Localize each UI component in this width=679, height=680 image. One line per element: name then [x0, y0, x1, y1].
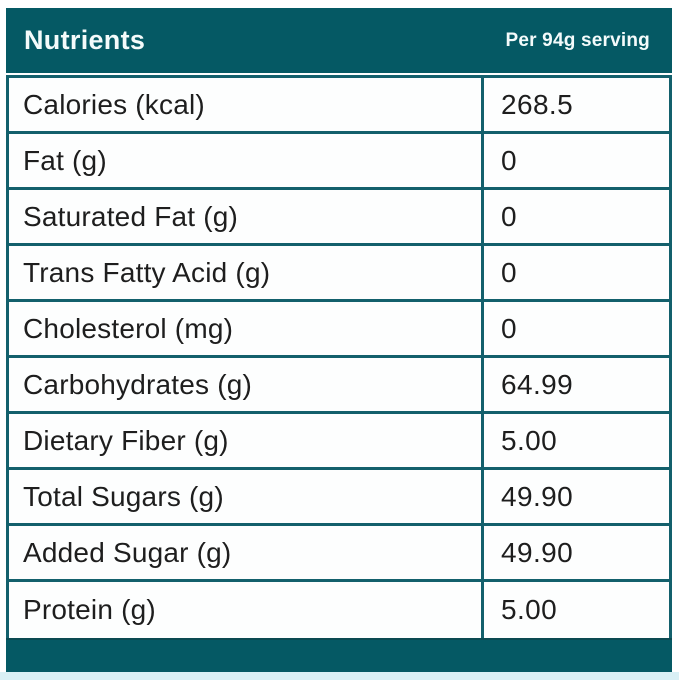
table-row: Carbohydrates (g) 64.99 [9, 358, 669, 414]
nutrient-value-cell: 0 [481, 190, 669, 243]
footer-bar [6, 638, 672, 673]
nutrition-header: Nutrients Per 94g serving [6, 8, 672, 73]
nutrient-value-cell: 5.00 [481, 414, 669, 467]
nutrient-value-cell: 0 [481, 134, 669, 187]
nutrients-table: Calories (kcal) 268.5 Fat (g) 0 Saturate… [6, 75, 672, 638]
nutrient-value-cell: 64.99 [481, 358, 669, 411]
nutrient-value-cell: 49.90 [481, 470, 669, 523]
nutrient-name-cell: Carbohydrates (g) [23, 368, 253, 400]
table-row: Protein (g) 5.00 [9, 582, 669, 638]
nutrition-label: Nutrients Per 94g serving Calories (kcal… [6, 8, 672, 673]
nutrient-value-cell: 0 [481, 302, 669, 355]
table-row: Added Sugar (g) 49.90 [9, 526, 669, 582]
nutrient-name-cell: Saturated Fat (g) [23, 200, 239, 232]
nutrient-value-cell: 0 [481, 246, 669, 299]
nutrient-name-cell: Trans Fatty Acid (g) [23, 256, 271, 288]
table-row: Fat (g) 0 [9, 134, 669, 190]
nutrient-name-cell: Cholesterol (mg) [23, 312, 234, 344]
table-row: Dietary Fiber (g) 5.00 [9, 414, 669, 470]
table-row: Total Sugars (g) 49.90 [9, 470, 669, 526]
nutrients-title: Nutrients [24, 25, 146, 55]
nutrient-value-cell: 49.90 [481, 526, 669, 579]
table-row: Cholesterol (mg) 0 [9, 302, 669, 358]
nutrient-name-cell: Added Sugar (g) [23, 536, 232, 568]
nutrient-value-cell: 5.00 [481, 582, 669, 638]
table-row: Saturated Fat (g) 0 [9, 190, 669, 246]
bottom-strip [0, 672, 679, 680]
serving-size-label: Per 94g serving [505, 29, 650, 51]
table-row: Calories (kcal) 268.5 [9, 78, 669, 134]
nutrient-name-cell: Fat (g) [23, 144, 107, 176]
table-row: Trans Fatty Acid (g) 0 [9, 246, 669, 302]
nutrient-name-cell: Calories (kcal) [23, 88, 205, 120]
nutrient-name-cell: Dietary Fiber (g) [23, 424, 229, 456]
nutrient-name-cell: Total Sugars (g) [23, 480, 224, 512]
nutrient-value-cell: 268.5 [481, 78, 669, 131]
nutrient-name-cell: Protein (g) [23, 594, 156, 625]
